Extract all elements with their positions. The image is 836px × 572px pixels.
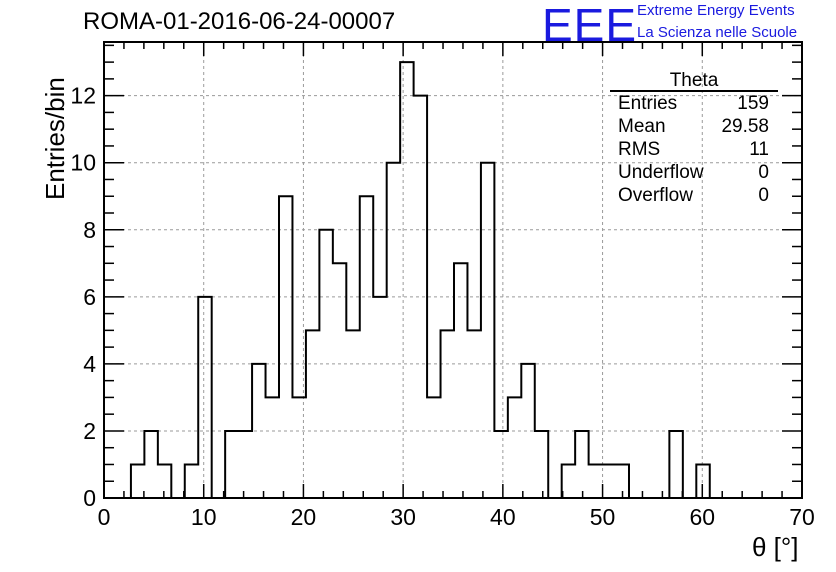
stats-row-underflow: Underflow 0	[610, 161, 778, 184]
x-tick-label: 10	[191, 504, 217, 530]
stats-value: 29.58	[721, 116, 769, 137]
y-tick-label: 0	[83, 485, 96, 511]
histogram-bin	[225, 431, 238, 498]
y-tick-label: 2	[83, 418, 96, 444]
y-tick-label: 8	[83, 217, 96, 243]
histogram-bin	[306, 330, 319, 498]
histogram-bin	[602, 464, 615, 498]
brand-name-line: Extreme Energy Events	[637, 2, 795, 19]
chart-title: ROMA-01-2016-06-24-00007	[83, 8, 396, 35]
histogram-bin	[198, 297, 211, 498]
stats-label: Entries	[618, 93, 678, 114]
histogram-bin	[131, 464, 144, 498]
stats-value: 0	[758, 185, 769, 206]
x-tick-label: 0	[98, 504, 111, 530]
x-tick-label: 20	[291, 504, 317, 530]
histogram-bin	[414, 96, 427, 498]
stats-value: 159	[737, 93, 769, 114]
tick-labels: 0 10 20 30 40 50 60 70 0 2 4 6 8 10 12	[70, 83, 814, 530]
y-tick-label: 6	[83, 284, 96, 310]
histogram-bin	[239, 431, 252, 498]
histogram-bin	[441, 330, 454, 498]
histogram-bin	[387, 163, 400, 498]
x-tick-label: 70	[789, 504, 815, 530]
histogram-bin	[669, 431, 682, 498]
histogram-bin	[292, 397, 305, 498]
stats-row-overflow: Overflow 0	[610, 184, 778, 207]
stats-value: 0	[758, 162, 769, 183]
histogram-bin	[266, 397, 279, 498]
brand-tagline-line: La Scienza nelle Scuole	[637, 24, 798, 41]
stats-value: 11	[749, 139, 769, 160]
histogram-bin	[589, 464, 602, 498]
histogram-bin	[333, 263, 346, 498]
histogram-bin	[427, 397, 440, 498]
histogram-bin	[400, 62, 413, 498]
histogram-bin	[454, 263, 467, 498]
histogram-bin	[158, 464, 171, 498]
eee-logo: EEE	[542, 0, 638, 51]
x-axis-label: θ [°]	[752, 532, 799, 562]
histogram-bin	[481, 163, 494, 498]
histogram-bin	[252, 364, 265, 498]
x-tick-label: 50	[590, 504, 616, 530]
stats-label: Underflow	[618, 162, 704, 183]
stats-row-entries: Entries 159	[610, 92, 778, 115]
histogram-bin	[696, 464, 709, 498]
histogram-bin	[319, 230, 332, 498]
stats-title: Theta	[610, 70, 778, 92]
y-tick-label: 10	[70, 150, 96, 176]
histogram-bin	[494, 431, 507, 498]
histogram-bin	[535, 431, 548, 498]
plot-frame	[103, 41, 803, 499]
histogram-bin	[279, 196, 292, 498]
stats-label: RMS	[618, 139, 661, 160]
stats-label: Overflow	[618, 185, 693, 206]
histogram-bin	[373, 297, 386, 498]
stats-row-rms: RMS 11	[610, 138, 778, 161]
histogram-bin	[575, 431, 588, 498]
histogram-bin	[467, 330, 480, 498]
stats-label: Mean	[618, 116, 666, 137]
histogram-bin	[521, 364, 534, 498]
histogram-bin	[508, 397, 521, 498]
y-tick-label: 12	[70, 83, 96, 109]
histogram-bin	[360, 196, 373, 498]
x-tick-label: 40	[490, 504, 516, 530]
histogram-bin	[562, 464, 575, 498]
grid-lines	[104, 42, 802, 498]
histogram-bin	[346, 330, 359, 498]
x-tick-label: 60	[689, 504, 715, 530]
histogram-bin	[185, 464, 198, 498]
histogram-bin	[616, 464, 629, 498]
stats-box: Theta Entries 159 Mean 29.58 RMS 11 Unde…	[610, 70, 778, 207]
y-axis-label: Entries/bin	[40, 77, 70, 200]
stats-row-mean: Mean 29.58	[610, 115, 778, 138]
x-tick-label: 30	[390, 504, 416, 530]
y-tick-label: 4	[83, 351, 96, 377]
histogram-bin	[144, 431, 157, 498]
